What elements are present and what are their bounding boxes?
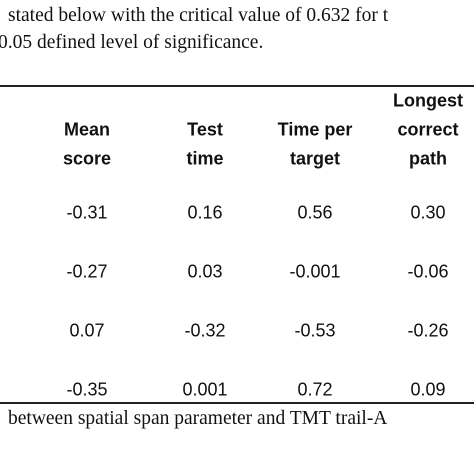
table-cell: -0.31 (66, 202, 108, 223)
table-cell: 0.16 (187, 202, 223, 223)
table-cell: 0.56 (297, 202, 333, 223)
text-line: 0.05 defined level of significance. (0, 32, 264, 53)
bottom-rule (0, 402, 474, 404)
table-cell: 0.07 (69, 320, 105, 341)
table-cell: -0.26 (407, 320, 449, 341)
top-rule (0, 85, 474, 87)
table-cell: 0.72 (297, 379, 333, 400)
column-header: score (62, 148, 112, 169)
column-header: target (289, 148, 341, 169)
column-header: Longest (393, 90, 463, 111)
table-cell: -0.27 (66, 261, 108, 282)
table-cell: 0.09 (410, 379, 446, 400)
caption: between spatial span parameter and TMT t… (8, 408, 388, 429)
column-header: Mean (63, 119, 111, 140)
table-cell: -0.53 (294, 320, 336, 341)
table-cell: 0.30 (410, 202, 446, 223)
column-header: Test (187, 119, 223, 140)
table-cell: 0.03 (187, 261, 223, 282)
table-cell: -0.35 (66, 379, 108, 400)
text-line: stated below with the critical value of … (8, 5, 389, 26)
table-cell: -0.001 (289, 261, 341, 282)
column-header: time (186, 148, 224, 169)
column-header: Time per (277, 119, 353, 140)
table-cell: -0.32 (184, 320, 226, 341)
column-header: correct (397, 119, 459, 140)
table-cell: 0.001 (182, 379, 228, 400)
table-cell: -0.06 (407, 261, 449, 282)
column-header: path (409, 148, 447, 169)
